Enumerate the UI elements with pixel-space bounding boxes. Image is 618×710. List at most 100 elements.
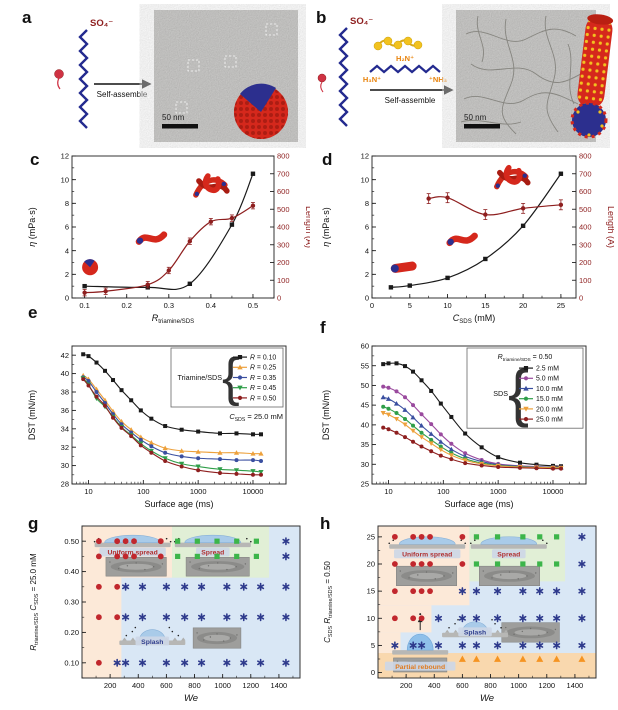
marker-star xyxy=(282,582,290,591)
marker-square xyxy=(429,388,434,393)
marker-triangle-up xyxy=(162,445,168,451)
circle xyxy=(259,661,262,664)
circle xyxy=(580,644,584,647)
circle xyxy=(580,535,584,538)
marker-star xyxy=(472,614,481,623)
y-axis-label-right: Length (Å) xyxy=(304,206,310,248)
circle xyxy=(417,574,419,576)
panel-b-svg: SO₄⁻ H₃N⁺ H₂N⁺ ⁺NH₃ Self-assemble xyxy=(317,10,614,142)
marker-circle xyxy=(403,395,408,400)
circle xyxy=(521,590,524,593)
marker-circle xyxy=(410,561,417,567)
x-tick-label: 0 xyxy=(370,301,374,310)
y-axis-label-left: η (mPa·s) xyxy=(27,207,37,247)
marker-square xyxy=(381,362,386,367)
surfactant-head-icon xyxy=(54,69,64,79)
y-axis-label: DST (mN/m) xyxy=(27,390,37,440)
circle xyxy=(500,574,502,576)
marker-triangle-up xyxy=(536,655,544,662)
circle xyxy=(475,590,478,593)
y-tick-label: 12 xyxy=(61,152,69,161)
marker-star xyxy=(138,658,147,667)
marker-square xyxy=(259,432,264,437)
y-tick-label: 45 xyxy=(361,401,369,410)
surfactant-chain-b xyxy=(338,27,349,127)
droplet-photo-inset xyxy=(185,557,250,577)
circle xyxy=(165,661,168,664)
marker-circle xyxy=(250,472,255,477)
chart-g: Uniform spread Spread Splash 200 400 600 800 10… xyxy=(29,525,301,704)
micelle-cylinder xyxy=(577,14,614,108)
y-tick-label: 32 xyxy=(61,443,69,452)
series-length xyxy=(426,192,564,220)
marker-circle xyxy=(496,465,501,470)
legend-entry-label: 15.0 mM xyxy=(536,396,563,403)
y-tick-label-right: 100 xyxy=(579,276,592,285)
ellipse xyxy=(492,572,527,580)
marker-star xyxy=(553,641,561,650)
marker-square xyxy=(520,223,526,229)
y-tick-label: 38 xyxy=(61,388,69,397)
y-tick-label: 30 xyxy=(361,460,369,469)
marker-star xyxy=(493,641,502,650)
y-tick-label-right: 600 xyxy=(277,187,290,196)
y-tick-label-right: 700 xyxy=(277,169,290,178)
path xyxy=(495,629,500,633)
circle xyxy=(522,173,527,178)
marker-star xyxy=(257,582,265,591)
rect xyxy=(384,661,456,671)
chart-d: 0 5 10 15 20 25 0 2 4 6 8 10 12 0 100 200 300 400 500 600 70… xyxy=(321,152,614,326)
rect xyxy=(458,627,492,637)
y-tick-label: 0.40 xyxy=(64,567,79,576)
marker-star xyxy=(197,582,206,591)
marker-square xyxy=(234,431,239,436)
y-tick-label: 15 xyxy=(367,587,375,596)
legend-brace: { xyxy=(222,348,240,407)
circle xyxy=(399,570,401,572)
marker-triangle-down xyxy=(233,468,240,473)
circle xyxy=(200,661,203,664)
legend-entry-label: R = 0.50 xyxy=(250,395,276,402)
marker-circle xyxy=(391,615,398,622)
amine-left-label: H₃N⁺ xyxy=(363,75,381,84)
y-tick-label: 10 xyxy=(367,614,375,623)
circle xyxy=(165,616,168,619)
panel-b: SO₄⁻ H₃N⁺ H₂N⁺ ⁺NH₃ Self-assemble xyxy=(306,4,616,148)
legend-brace: { xyxy=(508,359,529,429)
x-axis-label: Surface age (ms) xyxy=(444,499,513,509)
circle xyxy=(242,585,245,588)
y-tick-label: 0 xyxy=(371,668,375,677)
phase-label-text: Splash xyxy=(464,630,486,637)
marker-circle xyxy=(237,375,243,380)
circle xyxy=(200,585,203,588)
chart-c: 0.1 0.2 0.3 0.4 0.5 0 2 4 6 8 10 12 0 100 200 300 400 500… xyxy=(27,152,310,326)
phase-label: Spread xyxy=(492,549,526,559)
marker-square xyxy=(407,283,412,288)
marker-circle xyxy=(391,561,398,567)
y-tick-label: 12 xyxy=(361,152,369,161)
marker-star xyxy=(181,582,189,591)
circle xyxy=(538,590,541,593)
marker-triangle-down xyxy=(385,412,392,418)
marker-triangle-up xyxy=(519,655,527,662)
marker-circle xyxy=(483,212,488,217)
marker-star xyxy=(162,582,170,591)
marker-square xyxy=(196,429,201,434)
circle xyxy=(117,567,120,570)
circle xyxy=(555,590,558,593)
marker-circle xyxy=(403,435,408,440)
panel-f: 10 100 1000 10000 25 30 35 40 45 50 55 60 Surface ag… xyxy=(316,334,614,520)
marker-circle xyxy=(179,454,184,459)
marker-triangle-up xyxy=(195,449,201,454)
circle xyxy=(521,617,524,620)
circle xyxy=(225,661,228,664)
y-tick-label-right: 400 xyxy=(277,223,290,232)
circle xyxy=(448,626,450,629)
circle xyxy=(494,622,496,625)
y-tick-label: 34 xyxy=(61,424,69,433)
marker-circle xyxy=(196,468,201,473)
marker-star xyxy=(122,658,130,667)
circle xyxy=(152,566,155,568)
circle xyxy=(225,585,228,588)
